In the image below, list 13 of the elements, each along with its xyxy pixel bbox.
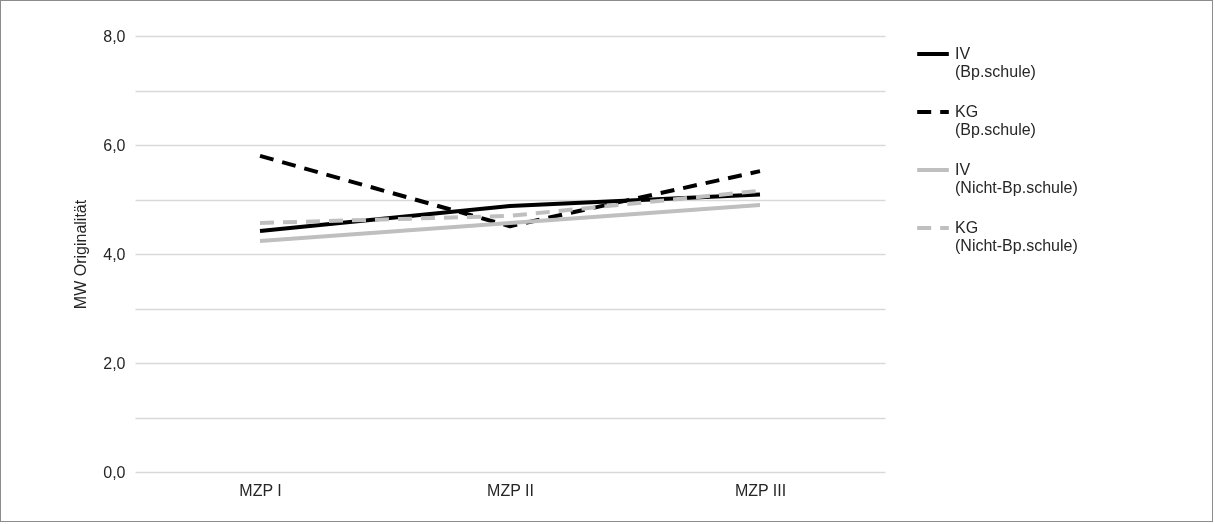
x-tick-label: MZP II [487,481,534,499]
y-tick-label: 2,0 [103,354,126,372]
y-tick-label: 0,0 [103,463,126,481]
y-tick-label: 8,0 [103,27,126,45]
y-tick-label: 6,0 [103,136,126,154]
legend-label: IV (Bp.schule) [955,45,1036,80]
y-axis-title: MW Originalität [72,199,90,310]
legend-label: KG (Nicht-Bp.schule) [955,219,1078,254]
legend-label: KG (Bp.schule) [955,103,1036,138]
y-tick-label: 4,0 [103,245,126,263]
legend-label: IV (Nicht-Bp.schule) [955,161,1078,196]
x-tick-label: MZP III [734,481,787,499]
x-tick-label: MZP I [239,481,282,499]
